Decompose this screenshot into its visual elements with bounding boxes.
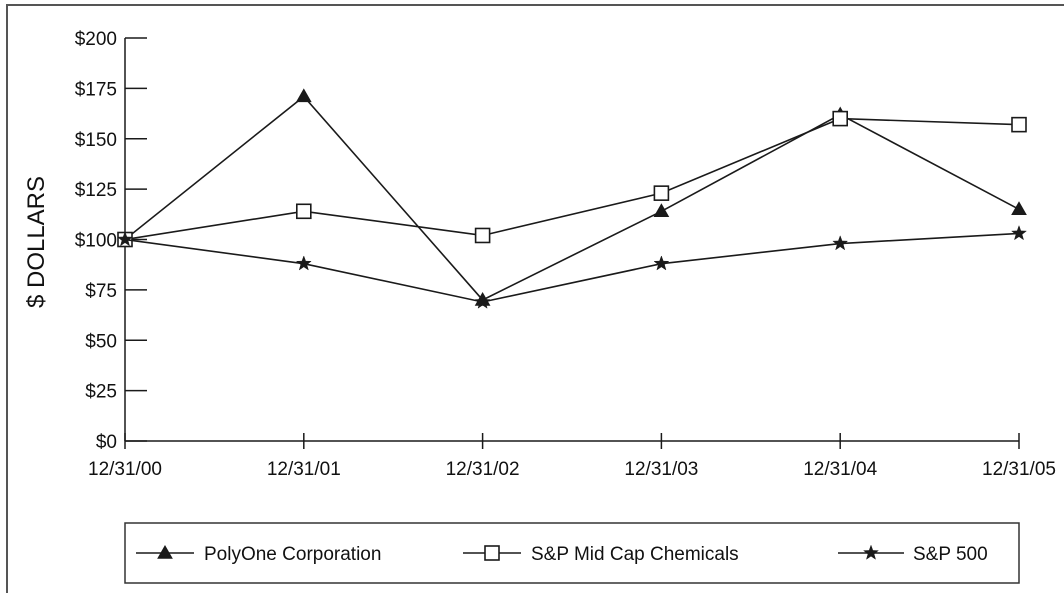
legend-marker <box>862 544 880 560</box>
data-point <box>1011 201 1027 216</box>
x-tick-label: 12/31/02 <box>446 459 520 480</box>
x-tick-label: 12/31/01 <box>267 459 341 480</box>
y-tick-label: $200 <box>75 29 117 50</box>
data-point <box>474 293 491 309</box>
x-tick-label: 12/31/04 <box>803 459 877 480</box>
y-tick-label: $50 <box>85 331 117 352</box>
series-2 <box>117 110 1027 248</box>
legend-item: S&P 500 <box>838 544 988 565</box>
legend-item: S&P Mid Cap Chemicals <box>463 544 739 565</box>
x-tick-label: 12/31/05 <box>982 459 1056 480</box>
series-3 <box>116 225 1028 309</box>
data-point <box>116 231 134 247</box>
x-tick-label: 12/31/00 <box>88 459 162 480</box>
data-point <box>832 235 849 251</box>
data-point <box>295 203 312 220</box>
y-tick-label: $125 <box>75 180 117 201</box>
legend: PolyOne Corporation S&P Mid Cap Chemicals… <box>124 522 1020 584</box>
data-point <box>653 203 670 218</box>
legend-label: S&P 500 <box>913 544 988 565</box>
chart-frame <box>6 4 1064 593</box>
data-point <box>653 185 670 201</box>
series-1 <box>117 88 1027 306</box>
series-lines <box>116 88 1028 309</box>
legend-item: PolyOne Corporation <box>136 544 381 565</box>
data-point <box>295 255 312 271</box>
y-tick-label: $175 <box>75 79 117 100</box>
legend-label: PolyOne Corporation <box>204 544 381 565</box>
data-point <box>1010 225 1028 241</box>
legend-label: S&P Mid Cap Chemicals <box>531 544 739 565</box>
data-point <box>295 88 312 103</box>
y-tick-label: $0 <box>96 432 117 453</box>
legend-marker <box>157 544 173 559</box>
y-tick-label: $25 <box>85 382 117 403</box>
legend-marker <box>484 545 500 561</box>
y-axis-label: $ DOLLARS <box>23 176 50 308</box>
data-point <box>1011 116 1027 133</box>
series-line <box>124 95 1020 301</box>
y-tick-label: $150 <box>75 130 117 151</box>
series-line <box>124 117 1020 241</box>
x-axis: 12/31/00 12/31/01 12/31/02 12/31/03 12/31/04… <box>88 433 1056 480</box>
data-point <box>653 255 670 271</box>
y-tick-label: $75 <box>85 281 117 302</box>
data-point <box>474 227 491 244</box>
y-tick-label: $100 <box>75 231 117 252</box>
data-point <box>832 110 849 127</box>
x-tick-label: 12/31/03 <box>624 459 698 480</box>
series-line <box>124 232 1020 303</box>
